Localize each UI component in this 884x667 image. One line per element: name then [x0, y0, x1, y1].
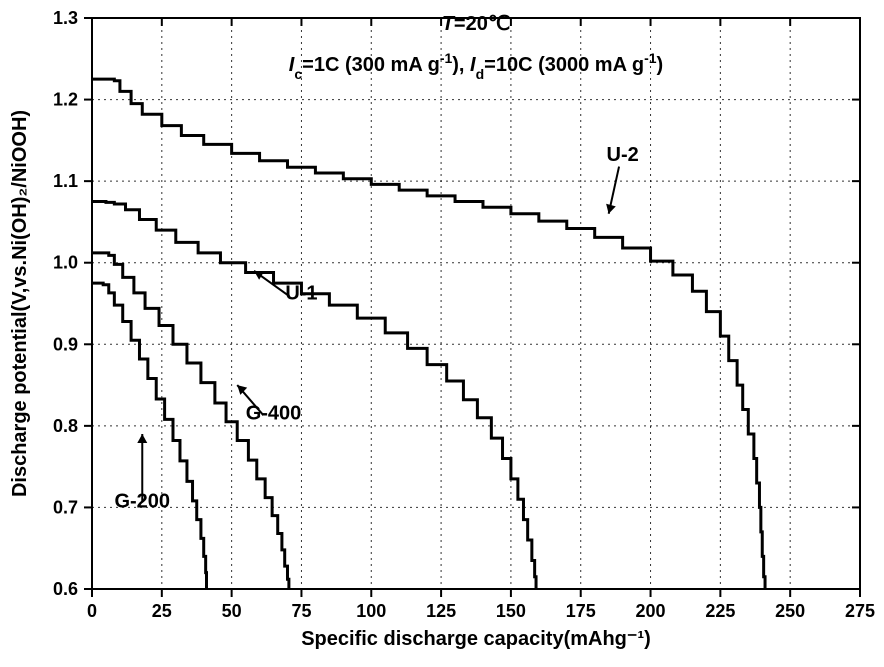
- x-axis-label: Specific discharge capacity(mAhg⁻¹): [301, 628, 651, 650]
- x-tick-label: 225: [705, 601, 735, 621]
- x-tick-label: 75: [291, 601, 311, 621]
- chart-container: 0 25 50 75 100 125 150 175 200 225 250 275 0.6 0.7 0.8…: [0, 0, 884, 667]
- x-tick-label: 250: [775, 601, 805, 621]
- x-tick-label: 50: [222, 601, 242, 621]
- y-tick-label: 1.2: [53, 90, 78, 110]
- x-tick-label: 175: [566, 601, 596, 621]
- y-tick-label: 0.8: [53, 416, 78, 436]
- y-tick-label: 1.0: [53, 253, 78, 273]
- chart-title-line: T=20℃: [442, 13, 511, 35]
- series-label: U-2: [607, 144, 639, 166]
- y-tick-label: 1.1: [53, 171, 78, 191]
- x-tick-label: 200: [636, 601, 666, 621]
- discharge-chart: 0 25 50 75 100 125 150 175 200 225 250 275 0.6 0.7 0.8…: [0, 0, 884, 667]
- x-tick-label: 275: [845, 601, 875, 621]
- x-tick-label: 100: [356, 601, 386, 621]
- x-tick-label: 0: [87, 601, 97, 621]
- x-tick-label: 25: [152, 601, 172, 621]
- y-axis-label: Discharge potential(V,vs.Ni(OH)₂/NiOOH): [9, 110, 31, 497]
- y-tick-label: 0.6: [53, 579, 78, 599]
- y-tick-label: 0.9: [53, 334, 78, 354]
- series-label: U-1: [285, 282, 317, 304]
- x-tick-label: 125: [426, 601, 456, 621]
- y-tick-label: 0.7: [53, 497, 78, 517]
- y-tick-label: 1.3: [53, 8, 78, 28]
- x-tick-label: 150: [496, 601, 526, 621]
